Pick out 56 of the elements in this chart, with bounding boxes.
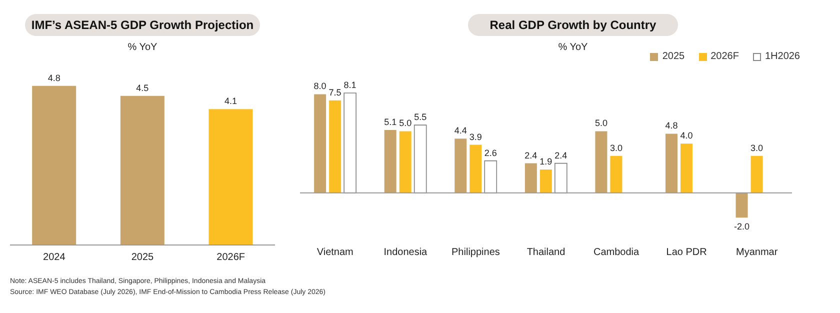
data-label: 5.5	[414, 112, 427, 122]
data-label: 2.4	[524, 150, 538, 160]
bar	[399, 131, 412, 193]
data-label: -2.0	[734, 222, 750, 232]
x-tick-label: 2026F	[216, 252, 246, 264]
bar	[540, 169, 552, 193]
x-tick-label: 2024	[43, 252, 66, 264]
data-label: 7.5	[328, 87, 342, 98]
x-tick-label: Indonesia	[384, 247, 428, 258]
data-label: 4.1	[224, 96, 238, 106]
bar	[384, 130, 396, 193]
data-label: 5.0	[594, 118, 608, 128]
bar	[680, 144, 692, 193]
bar	[554, 162, 568, 194]
data-label: 3.0	[750, 142, 764, 153]
bar	[470, 144, 482, 193]
data-label: 2.4	[554, 150, 568, 160]
bar	[414, 124, 427, 194]
x-tick-label: Thailand	[526, 247, 566, 258]
legend-label: 2025	[662, 51, 685, 62]
x-tick-label: Cambodia	[593, 247, 640, 258]
legend-label: 2026F	[710, 51, 739, 62]
bar	[344, 92, 356, 194]
data-label: 1.9	[540, 156, 552, 166]
bar	[454, 138, 467, 193]
bar	[665, 134, 678, 193]
legend-label: 1H2026	[764, 51, 800, 62]
data-label: 4.8	[48, 72, 60, 83]
data-label: 4.4	[454, 126, 467, 136]
data-label: 8.0	[314, 81, 326, 92]
x-tick-label: Lao PDR	[666, 247, 707, 258]
data-label: 4.5	[136, 82, 149, 93]
data-label: 8.1	[344, 80, 356, 90]
data-label: 3.0	[610, 142, 622, 153]
data-label: 4.0	[680, 130, 693, 141]
bar	[750, 156, 763, 193]
x-tick-label: Vietnam	[316, 247, 354, 258]
chart-subtitle: % YoY	[128, 42, 158, 53]
data-label: 4.8	[665, 120, 678, 131]
x-tick-label: 2025	[131, 252, 154, 264]
chart-subtitle: % YoY	[558, 42, 588, 53]
chart-title: Real GDP Growth by Country	[490, 18, 656, 32]
bar	[610, 156, 622, 193]
x-tick-label: Myanmar	[736, 247, 778, 258]
data-label: 5.0	[399, 118, 412, 128]
bar	[314, 94, 326, 193]
chart-title: IMF’s ASEAN-5 GDP Growth Projection	[31, 18, 254, 32]
x-tick-label: Philippines	[452, 247, 500, 258]
data-label: 5.1	[384, 116, 397, 127]
bar	[524, 163, 537, 193]
data-label: 3.9	[469, 132, 482, 142]
data-label: 2.6	[484, 148, 497, 158]
bar	[329, 100, 342, 193]
bar	[595, 131, 608, 193]
bar	[484, 160, 498, 194]
bar	[736, 192, 748, 218]
